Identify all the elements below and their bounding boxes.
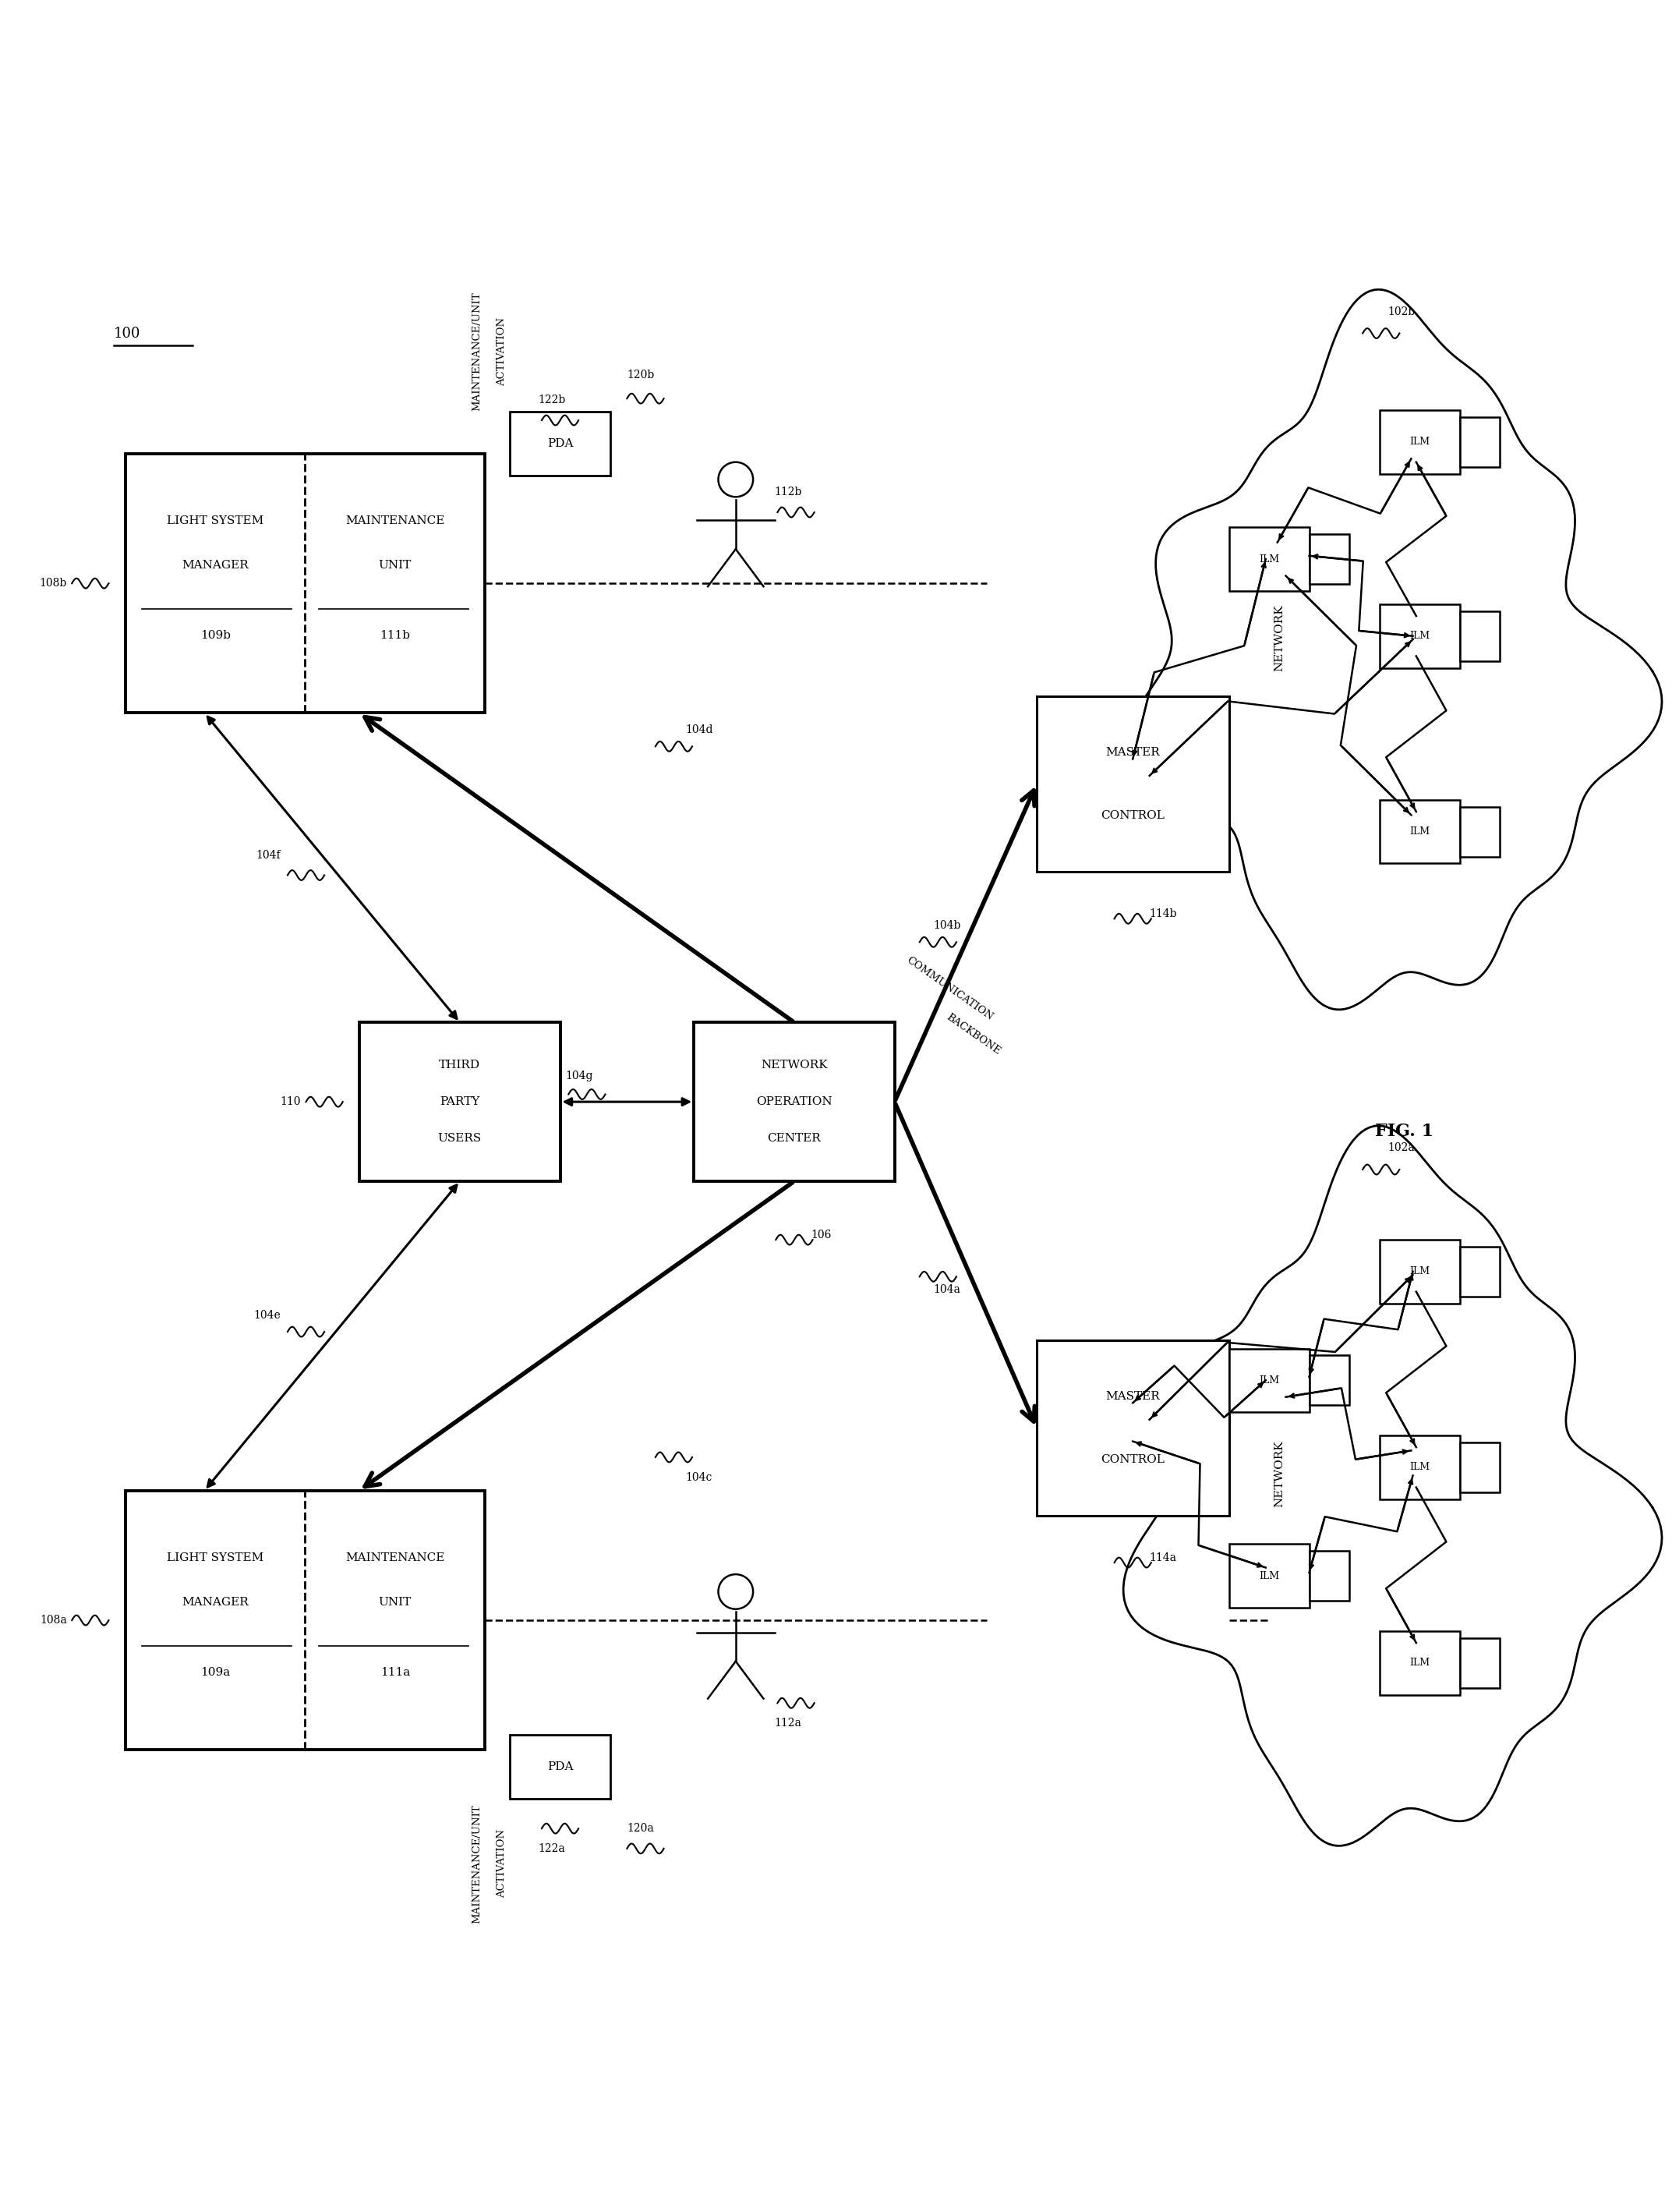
Text: 104b: 104b (933, 920, 960, 931)
Text: MASTER: MASTER (1105, 748, 1160, 759)
Text: 109b: 109b (201, 630, 231, 641)
Text: 102b: 102b (1388, 305, 1415, 316)
Bar (1379, 1436, 1460, 1500)
Text: 104d: 104d (686, 723, 714, 734)
Bar (1379, 409, 1460, 473)
Polygon shape (1124, 1126, 1662, 1845)
Text: PARTY: PARTY (440, 1097, 480, 1108)
Text: 120b: 120b (627, 369, 654, 380)
Text: NETWORK: NETWORK (1274, 604, 1284, 670)
Polygon shape (1124, 290, 1662, 1009)
Text: ILM: ILM (1259, 1571, 1279, 1582)
Bar (694, 1022, 895, 1181)
Text: LIGHT SYSTEM: LIGHT SYSTEM (167, 1553, 264, 1564)
Bar (1379, 604, 1460, 668)
Text: 104e: 104e (254, 1310, 281, 1321)
Bar (510, 1734, 610, 1798)
Text: PDA: PDA (547, 438, 573, 449)
Text: 112b: 112b (774, 487, 801, 498)
Text: 114a: 114a (1150, 1553, 1177, 1564)
Bar (1309, 533, 1349, 584)
Text: 111b: 111b (380, 630, 410, 641)
Text: 104f: 104f (256, 849, 281, 860)
Text: MAINTENANCE: MAINTENANCE (346, 1553, 445, 1564)
Bar (1460, 807, 1500, 856)
Text: 104a: 104a (933, 1285, 960, 1296)
Bar (1460, 416, 1500, 467)
Text: UNIT: UNIT (378, 1597, 411, 1608)
Text: 106: 106 (811, 1230, 831, 1241)
Text: CENTER: CENTER (767, 1133, 821, 1144)
Text: 114b: 114b (1150, 909, 1177, 920)
Text: CONTROL: CONTROL (1100, 1453, 1165, 1464)
Text: FIG. 1: FIG. 1 (1374, 1121, 1435, 1139)
Text: ILM: ILM (1409, 1462, 1430, 1473)
Text: 112a: 112a (774, 1719, 801, 1728)
Text: MAINTENANCE/UNIT: MAINTENANCE/UNIT (472, 1805, 482, 1922)
Text: PDA: PDA (547, 1761, 573, 1772)
Text: OPERATION: OPERATION (756, 1097, 833, 1108)
Text: 104g: 104g (565, 1071, 594, 1082)
Text: 110: 110 (281, 1097, 301, 1108)
Text: MANAGER: MANAGER (182, 1597, 249, 1608)
Bar (1309, 1356, 1349, 1405)
Bar (1309, 1551, 1349, 1601)
Bar (1229, 1544, 1309, 1608)
Text: LIGHT SYSTEM: LIGHT SYSTEM (167, 515, 264, 526)
Text: CONTROL: CONTROL (1100, 810, 1165, 821)
Text: UNIT: UNIT (378, 560, 411, 571)
Text: COMMUNICATION: COMMUNICATION (905, 956, 995, 1022)
Bar (1379, 801, 1460, 863)
Text: MAINTENANCE/UNIT: MAINTENANCE/UNIT (472, 292, 482, 411)
Text: ILM: ILM (1409, 630, 1430, 641)
Text: 109a: 109a (201, 1666, 231, 1677)
Bar (1037, 1340, 1229, 1515)
Bar (510, 411, 610, 476)
Bar (1379, 1239, 1460, 1303)
Circle shape (719, 1575, 752, 1608)
Bar (1229, 1349, 1309, 1411)
Text: ACTIVATION: ACTIVATION (497, 316, 507, 387)
Circle shape (719, 462, 752, 498)
Text: 104c: 104c (686, 1471, 712, 1482)
Text: 120a: 120a (627, 1823, 654, 1834)
Text: 102a: 102a (1388, 1141, 1415, 1152)
Bar (1460, 1442, 1500, 1493)
Text: MAINTENANCE: MAINTENANCE (346, 515, 445, 526)
Text: NETWORK: NETWORK (1274, 1440, 1284, 1506)
Text: ILM: ILM (1259, 553, 1279, 564)
Bar (125, 1491, 485, 1750)
Text: 100: 100 (114, 327, 140, 341)
Text: THIRD: THIRD (440, 1060, 480, 1071)
Text: USERS: USERS (438, 1133, 482, 1144)
Text: MANAGER: MANAGER (182, 560, 249, 571)
Text: 111a: 111a (380, 1666, 410, 1677)
Text: 122a: 122a (538, 1843, 565, 1854)
Text: ACTIVATION: ACTIVATION (497, 1829, 507, 1898)
Text: ILM: ILM (1259, 1376, 1279, 1385)
Bar (1460, 611, 1500, 661)
Bar (125, 453, 485, 712)
Bar (1379, 1630, 1460, 1694)
Text: 122b: 122b (538, 394, 565, 405)
Bar (1229, 526, 1309, 591)
Bar (359, 1022, 560, 1181)
Text: ILM: ILM (1409, 827, 1430, 836)
Text: BACKBONE: BACKBONE (945, 1011, 1002, 1057)
Text: ILM: ILM (1409, 1267, 1430, 1276)
Text: 108a: 108a (40, 1615, 67, 1626)
Bar (1460, 1248, 1500, 1296)
Bar (1460, 1637, 1500, 1688)
Text: 108b: 108b (40, 577, 67, 588)
Text: ILM: ILM (1409, 438, 1430, 447)
Text: NETWORK: NETWORK (761, 1060, 828, 1071)
Bar (1037, 697, 1229, 872)
Text: MASTER: MASTER (1105, 1391, 1160, 1402)
Text: ILM: ILM (1409, 1657, 1430, 1668)
